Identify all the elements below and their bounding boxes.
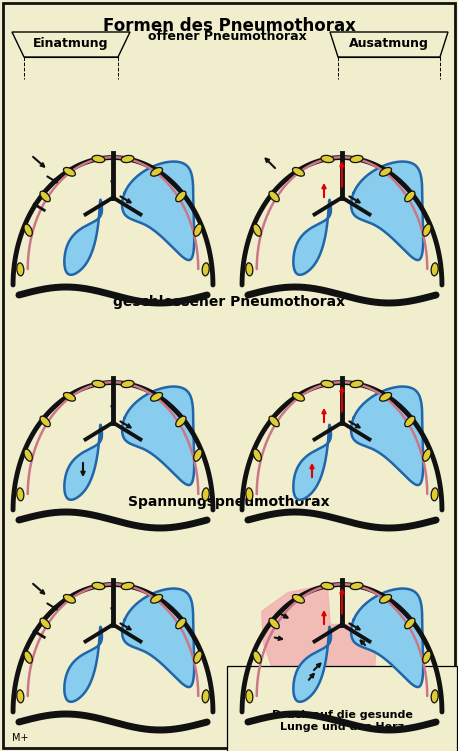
Ellipse shape (246, 488, 253, 501)
Ellipse shape (431, 488, 438, 501)
Ellipse shape (293, 595, 305, 603)
Ellipse shape (350, 155, 363, 163)
Ellipse shape (40, 416, 50, 427)
Text: Druck auf die gesunde
Lunge und das Herz: Druck auf die gesunde Lunge und das Herz (272, 710, 413, 731)
Ellipse shape (176, 416, 186, 427)
Ellipse shape (121, 381, 134, 388)
Ellipse shape (423, 651, 431, 663)
Ellipse shape (176, 618, 186, 629)
Ellipse shape (121, 582, 134, 590)
Polygon shape (12, 582, 211, 722)
Polygon shape (241, 380, 440, 520)
Text: M+: M+ (12, 733, 28, 743)
Ellipse shape (321, 381, 334, 388)
Polygon shape (293, 425, 331, 500)
Ellipse shape (293, 393, 305, 401)
Ellipse shape (405, 618, 415, 629)
Polygon shape (330, 32, 448, 57)
Ellipse shape (423, 449, 431, 461)
Text: Ausatmung: Ausatmung (349, 38, 429, 50)
Ellipse shape (17, 263, 24, 276)
Ellipse shape (431, 690, 438, 703)
Ellipse shape (151, 167, 163, 176)
Ellipse shape (405, 416, 415, 427)
Ellipse shape (202, 263, 209, 276)
Ellipse shape (380, 167, 392, 176)
Ellipse shape (194, 449, 202, 461)
Ellipse shape (17, 488, 24, 501)
Ellipse shape (64, 393, 76, 401)
Polygon shape (122, 589, 194, 687)
Ellipse shape (253, 449, 262, 461)
Ellipse shape (24, 651, 33, 663)
Ellipse shape (176, 191, 186, 202)
Polygon shape (64, 627, 102, 701)
Ellipse shape (321, 155, 334, 163)
Text: geschlossener Pneumothorax: geschlossener Pneumothorax (113, 295, 345, 309)
Polygon shape (122, 387, 194, 485)
Polygon shape (351, 387, 423, 485)
Ellipse shape (121, 155, 134, 163)
Ellipse shape (405, 191, 415, 202)
Ellipse shape (246, 263, 253, 276)
Ellipse shape (269, 618, 279, 629)
Ellipse shape (40, 191, 50, 202)
Ellipse shape (92, 381, 105, 388)
Ellipse shape (380, 595, 392, 603)
Ellipse shape (202, 488, 209, 501)
Polygon shape (12, 380, 211, 520)
Text: Spannungspneumothorax: Spannungspneumothorax (128, 495, 330, 509)
Polygon shape (64, 200, 102, 275)
Text: Einatmung: Einatmung (33, 38, 109, 50)
Ellipse shape (194, 651, 202, 663)
Text: offener Pneumothorax: offener Pneumothorax (148, 31, 307, 44)
Ellipse shape (253, 651, 262, 663)
Ellipse shape (92, 582, 105, 590)
Ellipse shape (151, 393, 163, 401)
Polygon shape (351, 589, 423, 687)
Ellipse shape (64, 167, 76, 176)
Ellipse shape (269, 416, 279, 427)
Ellipse shape (321, 582, 334, 590)
Ellipse shape (293, 167, 305, 176)
Ellipse shape (24, 224, 33, 237)
Ellipse shape (350, 381, 363, 388)
Polygon shape (12, 155, 211, 295)
Ellipse shape (64, 595, 76, 603)
Ellipse shape (253, 224, 262, 237)
Ellipse shape (151, 595, 163, 603)
Polygon shape (293, 200, 331, 275)
Ellipse shape (24, 449, 33, 461)
Ellipse shape (350, 582, 363, 590)
Text: Formen des Pneumothorax: Formen des Pneumothorax (103, 17, 355, 35)
Polygon shape (293, 627, 331, 701)
Ellipse shape (423, 224, 431, 237)
Polygon shape (12, 32, 130, 57)
Ellipse shape (380, 393, 392, 401)
Ellipse shape (269, 191, 279, 202)
Polygon shape (351, 161, 423, 260)
Ellipse shape (202, 690, 209, 703)
Ellipse shape (17, 690, 24, 703)
Ellipse shape (40, 618, 50, 629)
Ellipse shape (431, 263, 438, 276)
Ellipse shape (246, 690, 253, 703)
Polygon shape (241, 582, 440, 722)
Polygon shape (241, 155, 440, 295)
Ellipse shape (92, 155, 105, 163)
Polygon shape (64, 425, 102, 500)
Polygon shape (122, 161, 194, 260)
Polygon shape (262, 584, 376, 714)
Ellipse shape (194, 224, 202, 237)
